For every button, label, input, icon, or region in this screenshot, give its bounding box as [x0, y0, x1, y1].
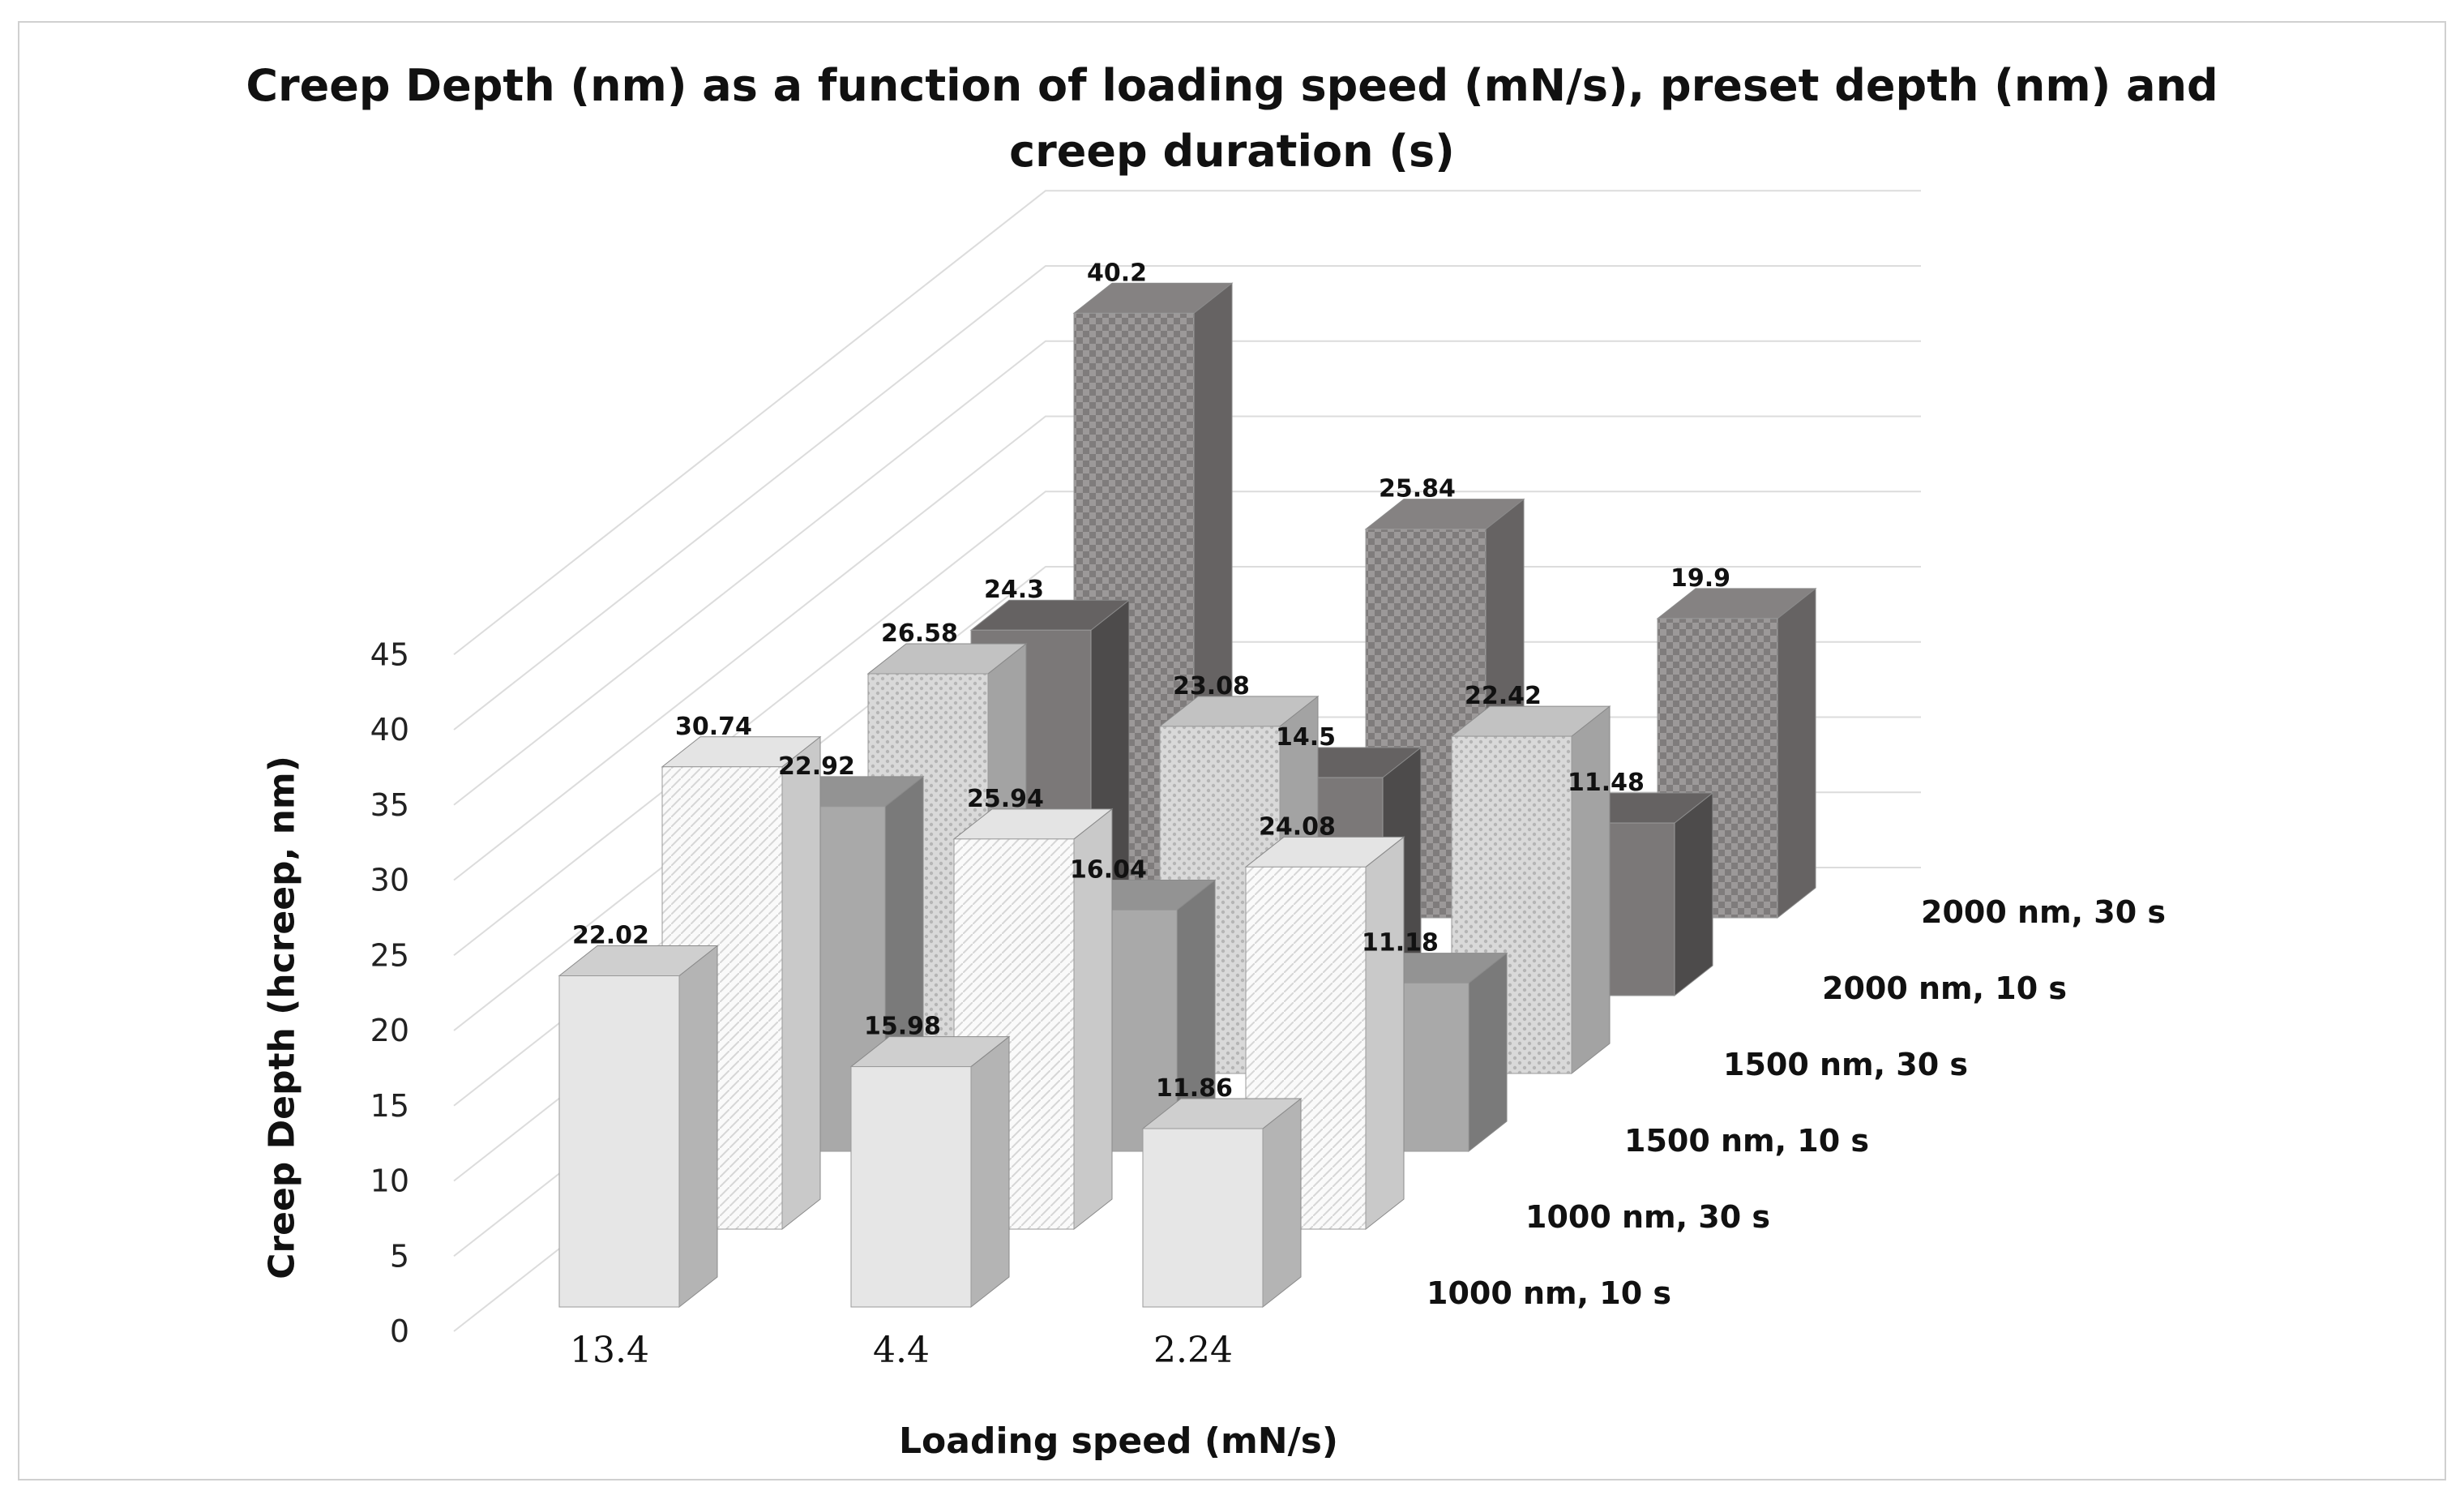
- bar-front: [1142, 1128, 1264, 1308]
- data-label: 40.2: [1087, 259, 1147, 287]
- bar-front: [558, 975, 680, 1308]
- data-label: 14.5: [1276, 723, 1336, 752]
- bar: [849, 1035, 1011, 1309]
- data-label: 15.98: [864, 1013, 941, 1041]
- bar: [558, 945, 719, 1309]
- y-tick-label: 10: [370, 1163, 409, 1199]
- bar-side: [1468, 952, 1508, 1153]
- bar-side: [678, 945, 718, 1309]
- series-label: 1500 nm, 10 s: [1624, 1123, 1869, 1159]
- data-label: 24.3: [984, 576, 1044, 604]
- y-tick-label: 35: [370, 787, 409, 823]
- bars: [558, 282, 1817, 1309]
- y-axis-ticks: 0 5 10 15 20 25 30 35 40 45: [370, 636, 409, 1349]
- y-tick-label: 15: [370, 1088, 409, 1124]
- y-tick-label: 30: [370, 863, 409, 898]
- data-label: 16.04: [1070, 855, 1147, 884]
- x-axis-label: Loading speed (mN/s): [898, 1420, 1339, 1462]
- bar-front: [850, 1066, 972, 1308]
- data-label: 22.92: [778, 752, 855, 781]
- gridline: [453, 190, 1921, 656]
- bar: [952, 808, 1114, 1231]
- y-tick-label: 0: [390, 1313, 409, 1349]
- y-tick-label: 45: [370, 636, 409, 672]
- bar: [1244, 836, 1405, 1231]
- chart-title-line-1: Creep Depth (nm) as a function of loadin…: [246, 60, 2218, 111]
- x-category-label: 13.4: [570, 1330, 649, 1371]
- gridline: [453, 566, 1921, 1031]
- data-label: 26.58: [881, 619, 958, 648]
- y-tick-label: 5: [390, 1238, 409, 1274]
- data-label: 25.94: [967, 785, 1044, 813]
- bar-side: [1262, 1097, 1302, 1309]
- data-label: 23.08: [1173, 672, 1250, 701]
- gridline: [453, 340, 1921, 806]
- data-label: 24.08: [1259, 812, 1336, 841]
- series-label: 1000 nm, 10 s: [1427, 1275, 1671, 1311]
- y-tick-label: 40: [370, 712, 409, 748]
- series-label: 2000 nm, 10 s: [1822, 971, 2067, 1006]
- data-label: 19.9: [1670, 564, 1730, 593]
- bar-side: [970, 1035, 1010, 1309]
- gridline: [453, 491, 1921, 957]
- data-label: 22.02: [572, 922, 649, 950]
- data-label: 11.18: [1362, 929, 1439, 958]
- x-category-label: 4.4: [873, 1330, 930, 1371]
- chart-title-line-2: creep duration (s): [1009, 126, 1455, 177]
- x-category-label: 2.24: [1153, 1330, 1233, 1371]
- series-label: 2000 nm, 30 s: [1921, 894, 2166, 930]
- series-axis-labels: 1000 nm, 10 s 1000 nm, 30 s 1500 nm, 10 s 1…: [1427, 894, 2166, 1311]
- bar-side: [1777, 587, 1816, 919]
- bar-side: [1571, 705, 1611, 1075]
- data-label: 25.84: [1379, 475, 1456, 503]
- bar-side: [1365, 836, 1405, 1231]
- y-tick-label: 25: [370, 937, 409, 973]
- gridline: [453, 415, 1921, 881]
- bar: [1656, 587, 1817, 919]
- series-label: 1000 nm, 30 s: [1525, 1199, 1770, 1235]
- x-axis-categories: 13.4 4.4 2.24: [570, 1330, 1233, 1371]
- bar: [1141, 1097, 1303, 1309]
- data-label: 11.48: [1568, 769, 1645, 797]
- gridline: [453, 265, 1921, 731]
- bar: [1450, 705, 1611, 1075]
- series-label: 1500 nm, 30 s: [1723, 1047, 1968, 1082]
- y-tick-label: 20: [370, 1013, 409, 1048]
- data-label: 11.86: [1156, 1074, 1233, 1103]
- data-label: 30.74: [675, 713, 752, 741]
- bar-side: [1674, 792, 1713, 997]
- data-labels: 40.2 25.84 19.9 24.3 14.5 11.48 26.58 23.08 22.4…: [572, 259, 1730, 1103]
- bar-side: [781, 735, 821, 1231]
- data-label: 22.42: [1465, 682, 1542, 710]
